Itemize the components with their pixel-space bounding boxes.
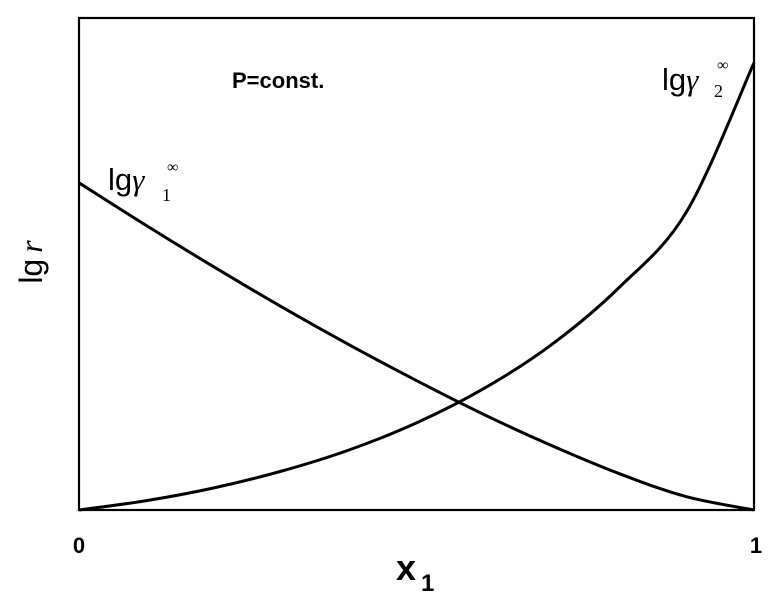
y-axis-label-symbol: r: [13, 240, 49, 253]
x-axis-label-base: x: [396, 547, 416, 588]
x-axis-label-sub: 1: [421, 570, 434, 596]
series-label-gamma2-sub: 2: [714, 81, 723, 101]
series-label-gamma2: lgγ: [662, 62, 699, 97]
x-tick-label-0: 0: [73, 533, 85, 558]
series-label-gamma2-prefix: lg: [662, 62, 686, 97]
series-label-gamma1-sub: 1: [162, 185, 171, 205]
y-axis-label-prefix: lg: [13, 259, 49, 284]
y-axis-label: lg r: [13, 240, 49, 284]
series-layer: [78, 62, 756, 512]
series-line-gamma1: [78, 181, 755, 512]
plot-frame: [77, 16, 756, 512]
series-line-gamma2: [78, 62, 756, 512]
series-label-gamma2-greek: γ: [686, 62, 699, 97]
condition-annotation: P=const.: [232, 68, 324, 93]
series-label-gamma1: lgγ: [108, 162, 145, 197]
series-label-gamma1-prefix: lg: [108, 162, 132, 197]
series-label-gamma1-greek: γ: [132, 162, 145, 197]
series-label-gamma2-sup: ∞: [717, 57, 728, 74]
series-label-gamma1-sup: ∞: [167, 159, 178, 176]
x-tick-label-1: 1: [750, 533, 762, 558]
